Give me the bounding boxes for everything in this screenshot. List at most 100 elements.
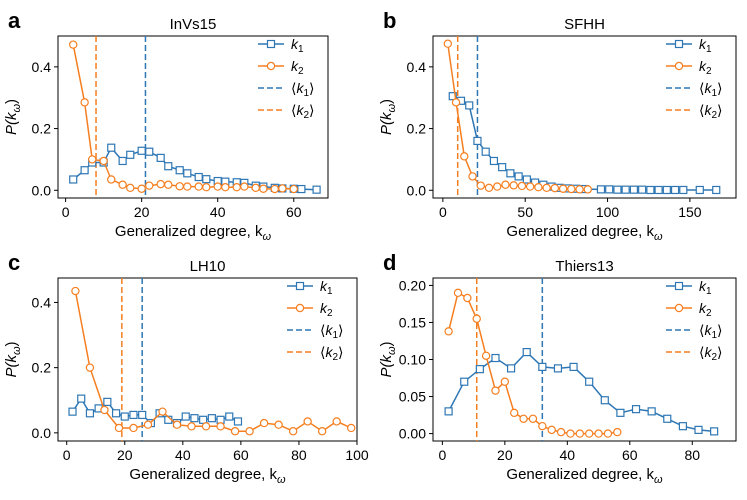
data-point-k2 <box>187 422 196 431</box>
data-point-k2 <box>443 39 453 48</box>
data-point-k2 <box>603 429 613 438</box>
y-axis-label: P(kω) <box>378 341 398 377</box>
data-point-k2 <box>156 179 165 189</box>
data-point-k2 <box>538 421 547 431</box>
data-point-k2 <box>332 417 341 426</box>
data-point-k1 <box>233 417 243 426</box>
legend-item-mean-k2: ⟨k2⟩ <box>666 102 723 121</box>
data-point-k2 <box>88 155 97 164</box>
data-point-k1 <box>600 396 609 405</box>
legend-label: ⟨k1⟩ <box>320 322 344 341</box>
x-tick-label: 20 <box>117 447 133 463</box>
data-point-k1 <box>460 377 469 386</box>
x-tick-label: 40 <box>210 204 226 220</box>
data-point-k1 <box>679 185 688 195</box>
data-point-k2 <box>118 180 127 189</box>
data-point-k1 <box>670 185 680 195</box>
data-point-k1 <box>129 410 138 420</box>
legend-item-series-k1: k1 <box>287 278 333 297</box>
legend-item-series-k2: k2 <box>666 58 712 77</box>
data-point-k2 <box>303 417 312 426</box>
data-point-k1 <box>69 175 78 184</box>
data-point-k1 <box>678 422 687 431</box>
data-point-k1 <box>662 185 671 195</box>
x-axis-label: Generalized degree, kω <box>506 466 663 486</box>
x-tick-label: 80 <box>684 447 700 463</box>
data-point-k1 <box>621 185 630 194</box>
legend-item-series-k2: k2 <box>287 300 333 319</box>
data-point-k1 <box>473 136 482 146</box>
data-point-k2 <box>525 182 535 191</box>
data-point-k1 <box>538 362 547 372</box>
data-point-k1 <box>175 166 184 175</box>
data-point-k2 <box>99 156 108 166</box>
y-tick-label: 0.10 <box>399 352 426 368</box>
data-point-k2 <box>567 184 576 194</box>
data-point-k2 <box>451 98 461 107</box>
legend-label: k2 <box>320 300 333 319</box>
y-axis-label: P(kω) <box>3 99 23 135</box>
data-point-k2 <box>481 351 491 360</box>
y-tick-label: 0.2 <box>32 121 52 137</box>
data-point-k2 <box>145 181 154 190</box>
data-point-k2 <box>143 420 153 429</box>
data-point-k2 <box>472 314 481 323</box>
data-point-k1 <box>194 172 203 182</box>
data-point-k1 <box>522 175 531 184</box>
x-tick-label: 0 <box>438 447 446 463</box>
y-tick-label: 0.4 <box>32 59 52 75</box>
y-axis-label: P(kω) <box>3 341 23 377</box>
data-point-k2 <box>534 182 543 192</box>
x-tick-label: 100 <box>345 447 369 463</box>
data-point-k2 <box>594 429 603 438</box>
data-point-k2 <box>240 182 249 191</box>
data-point-k1 <box>654 185 663 195</box>
data-point-k2 <box>100 405 109 415</box>
x-axis-label: Generalized degree, kω <box>506 223 663 243</box>
data-point-k2 <box>69 40 78 49</box>
data-point-k2 <box>575 429 585 438</box>
data-point-k2 <box>566 429 575 438</box>
data-point-k1 <box>118 156 127 166</box>
x-tick-label: 40 <box>560 447 576 463</box>
y-tick-label: 0.2 <box>407 121 427 137</box>
data-point-k2 <box>216 422 225 431</box>
chart-panel-a: a InVs15 0 20 40 60 0.0 0.2 0.4 Generalized degre… <box>3 8 329 243</box>
data-point-k1 <box>80 166 89 175</box>
data-point-k2 <box>137 184 146 193</box>
y-tick-label: 0.0 <box>407 182 427 198</box>
chart-title: InVs15 <box>170 16 217 33</box>
y-tick-label: 0.4 <box>407 59 427 75</box>
data-point-k2 <box>194 182 203 191</box>
chart-title: LH10 <box>190 258 226 275</box>
data-point-k2 <box>230 427 240 436</box>
data-point-k2 <box>274 420 283 429</box>
legend-item-mean-k1: ⟨k1⟩ <box>258 80 315 99</box>
data-point-k2 <box>213 182 222 191</box>
x-tick-label: 40 <box>175 447 191 463</box>
data-point-k1 <box>444 407 453 416</box>
data-point-k1 <box>613 185 622 194</box>
data-point-k2 <box>245 427 254 436</box>
legend-label: ⟨k1⟩ <box>699 322 723 341</box>
data-point-k2 <box>129 423 138 433</box>
legend-label: k2 <box>699 58 712 77</box>
chart-title: Thiers13 <box>555 258 613 275</box>
x-tick-label: 60 <box>233 447 249 463</box>
data-point-k1 <box>647 407 656 416</box>
data-point-k1 <box>646 185 655 195</box>
data-point-k1 <box>695 185 704 195</box>
data-point-k2 <box>126 183 135 193</box>
data-point-k2 <box>575 185 584 194</box>
data-point-k1 <box>183 169 192 178</box>
data-point-k1 <box>506 169 515 178</box>
x-tick-label: 0 <box>439 204 447 220</box>
data-point-k1 <box>465 101 474 110</box>
y-tick-label: 0.0 <box>32 425 52 441</box>
data-point-k2 <box>493 182 502 191</box>
data-point-k2 <box>500 377 510 386</box>
data-point-k1 <box>489 156 499 166</box>
data-point-k1 <box>694 425 703 434</box>
data-point-k1 <box>164 162 173 171</box>
y-tick-label: 0.2 <box>32 360 52 376</box>
